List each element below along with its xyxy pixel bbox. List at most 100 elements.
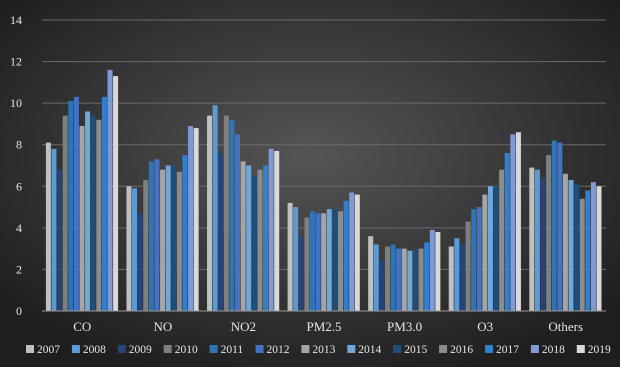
- bar-2010: [465, 221, 471, 311]
- legend-label: 2019: [588, 344, 611, 356]
- bar-2010: [143, 180, 149, 311]
- legend-label: 2015: [404, 344, 427, 356]
- legend-label: 2012: [267, 344, 290, 356]
- bar-2010: [223, 115, 229, 311]
- bar-2007: [45, 142, 51, 311]
- x-category-label: NO: [153, 319, 172, 334]
- legend-swatch: [163, 345, 172, 353]
- bar-2007: [529, 167, 535, 311]
- bar-2018: [429, 229, 435, 311]
- bar-2011: [148, 161, 154, 311]
- bar-2014: [407, 250, 413, 311]
- legend-swatch: [301, 345, 310, 353]
- bar-2012: [557, 142, 563, 311]
- bar-2019: [354, 194, 360, 311]
- x-category-label: PM2.5: [306, 319, 341, 334]
- legend-label: 2018: [542, 344, 565, 356]
- bar-2010: [304, 217, 310, 311]
- bar-2008: [373, 244, 379, 311]
- bar-2014: [568, 180, 574, 311]
- bar-2013: [482, 194, 488, 311]
- bar-2011: [229, 119, 235, 312]
- bar-2012: [154, 159, 160, 311]
- bar-2015: [574, 184, 580, 311]
- bar-2018: [349, 192, 355, 311]
- bar-2019: [515, 132, 521, 311]
- bar-2016: [579, 198, 585, 311]
- bar-2008: [212, 105, 218, 311]
- legend-swatch: [255, 345, 264, 353]
- legend-label: 2017: [496, 344, 519, 356]
- bar-2017: [343, 200, 349, 311]
- bar-2009: [57, 169, 63, 311]
- legend-item-2017: 2017: [485, 344, 519, 356]
- bar-2010: [384, 246, 390, 311]
- bars: [45, 69, 602, 312]
- bar-2013: [240, 161, 246, 311]
- bar-2008: [454, 238, 460, 311]
- bar-2013: [401, 248, 407, 311]
- bar-2013: [160, 169, 166, 311]
- bar-group-co: [45, 69, 119, 312]
- bar-group-pm3-0: [368, 229, 441, 311]
- bar-2008: [132, 188, 138, 311]
- bar-2018: [590, 182, 596, 311]
- bar-2009: [379, 261, 385, 311]
- legend-item-2007: 2007: [26, 344, 60, 356]
- legend-swatch: [530, 345, 539, 353]
- legend-label: 2008: [83, 344, 106, 356]
- x-category-label: Others: [548, 319, 583, 334]
- bar-2012: [73, 96, 79, 311]
- bar-2016: [96, 119, 102, 312]
- legend-item-2011: 2011: [209, 344, 243, 356]
- legend-swatch: [117, 345, 126, 353]
- legend-label: 2016: [450, 344, 473, 356]
- x-category-label: NO2: [231, 319, 256, 334]
- bar-2015: [251, 175, 257, 311]
- bar-2016: [176, 171, 182, 311]
- legend-item-2016: 2016: [439, 344, 473, 356]
- bar-2014: [246, 165, 252, 311]
- bar-2013: [79, 126, 85, 311]
- bar-2018: [510, 134, 516, 311]
- y-tick-label: 6: [16, 179, 22, 193]
- bar-2012: [315, 213, 321, 311]
- bar-2012: [396, 248, 402, 311]
- bar-2017: [585, 190, 591, 311]
- legend-item-2015: 2015: [393, 344, 427, 356]
- bar-2014: [487, 186, 493, 311]
- bar-2017: [101, 96, 107, 311]
- bar-2019: [274, 150, 280, 311]
- bar-2012: [476, 207, 482, 311]
- bar-2017: [504, 153, 510, 311]
- bar-group-others: [529, 140, 602, 311]
- bar-2011: [471, 209, 477, 311]
- legend-label: 2014: [358, 344, 381, 356]
- bar-2007: [207, 115, 213, 311]
- legend-label: 2009: [129, 344, 152, 356]
- bar-2009: [540, 177, 546, 311]
- y-tick-label: 10: [10, 96, 22, 110]
- bar-2008: [293, 207, 299, 311]
- legend-swatch: [485, 345, 493, 353]
- legend-item-2014: 2014: [347, 344, 382, 356]
- legend-swatch: [393, 345, 402, 353]
- bar-2011: [68, 101, 74, 311]
- x-category-label: O3: [477, 319, 493, 334]
- bar-group-pm2-5: [287, 192, 360, 311]
- bar-2018: [107, 69, 113, 311]
- bar-2013: [321, 213, 327, 311]
- bar-2016: [338, 211, 343, 311]
- bar-2007: [368, 236, 374, 311]
- legend-swatch: [439, 345, 448, 353]
- bar-2009: [298, 236, 304, 311]
- bar-2007: [126, 186, 132, 311]
- legend-item-2008: 2008: [71, 344, 106, 356]
- bar-2016: [499, 169, 505, 311]
- bar-2017: [263, 165, 269, 311]
- bar-2017: [182, 155, 188, 311]
- bar-2007: [448, 246, 454, 311]
- legend-item-2009: 2009: [117, 344, 152, 356]
